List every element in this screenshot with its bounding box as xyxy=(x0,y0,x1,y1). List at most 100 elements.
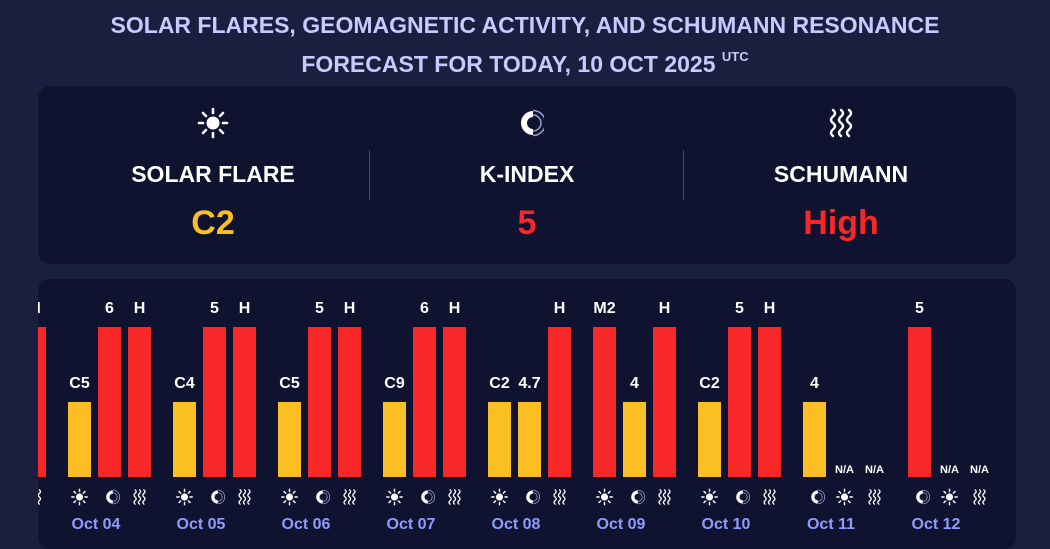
schumann-value: High xyxy=(803,204,879,242)
title-line-2: FORECAST FOR TODAY, 10 OCT 2025 UTC xyxy=(0,41,1050,80)
magnet-icon xyxy=(421,489,436,505)
sun-icon xyxy=(836,488,853,506)
bar-label: C2 xyxy=(699,375,720,392)
waves-icon xyxy=(678,106,1004,140)
waves-icon xyxy=(133,489,146,505)
bar-label-na: N/A xyxy=(940,464,959,476)
title-line-1: SOLAR FLARES, GEOMAGNETIC ACTIVITY, AND … xyxy=(110,12,940,38)
waves-icon xyxy=(763,489,776,505)
schumann-label: SCHUMANN xyxy=(773,161,909,187)
bar-label: 6 xyxy=(420,300,429,317)
bar-label-na: N/A xyxy=(865,464,884,476)
waves-icon xyxy=(38,489,42,505)
magnet-icon xyxy=(211,489,226,505)
bar-label: H xyxy=(659,300,671,317)
sun-icon xyxy=(176,488,193,506)
bar-sun-oct-09 xyxy=(593,327,616,477)
k-index-value: 5 xyxy=(517,204,537,242)
bar-label: H xyxy=(554,300,566,317)
bar-magnet-oct-11 xyxy=(803,402,826,477)
bar-magnet-oct-04 xyxy=(98,327,121,477)
bar-label: 4 xyxy=(630,375,639,392)
bar-label: 5 xyxy=(315,300,324,317)
date-label: Oct 12 xyxy=(912,516,961,533)
bar-label: 5 xyxy=(210,300,219,317)
bar-magnet-oct-07 xyxy=(413,327,436,477)
bar-waves-oct-04 xyxy=(128,327,151,477)
sun-icon xyxy=(701,488,718,506)
bar-magnet-oct-08 xyxy=(518,402,541,477)
bar-magnet-oct-12 xyxy=(908,327,931,477)
divider xyxy=(369,150,370,200)
sun-icon xyxy=(50,106,376,140)
forecast-chart: H C5 6 H Oct 04 C4 5 H Oct 05 C5 5 H Oct 06 C9 6 H Oct 0… xyxy=(38,279,1016,549)
k-index-summary: K-INDEX 5 xyxy=(364,86,690,264)
bar-label: H xyxy=(449,300,461,317)
solar-flare-value: C2 xyxy=(191,204,235,242)
bar-sun-oct-07 xyxy=(383,402,406,477)
bar-sun-oct-08 xyxy=(488,402,511,477)
bar-label: C5 xyxy=(279,375,300,392)
bar-label: M2 xyxy=(593,300,615,317)
magnet-icon xyxy=(364,106,690,140)
schumann-summary: SCHUMANN High xyxy=(678,86,1004,264)
bar-label: 4 xyxy=(810,375,819,392)
date-label: Oct 06 xyxy=(282,516,331,533)
bar-waves-oct-08 xyxy=(548,327,571,477)
bar-label-partial-previous: H xyxy=(38,300,41,317)
bar-magnet-oct-06 xyxy=(308,327,331,477)
bar-label: H xyxy=(344,300,356,317)
waves-icon xyxy=(658,489,671,505)
bar-label: 5 xyxy=(915,300,924,317)
waves-icon xyxy=(238,489,251,505)
bar-label: H xyxy=(239,300,251,317)
bar-label-na: N/A xyxy=(835,464,854,476)
sun-icon xyxy=(386,488,403,506)
waves-icon xyxy=(868,489,881,505)
waves-icon xyxy=(343,489,356,505)
bar-sun-oct-10 xyxy=(698,402,721,477)
magnet-icon xyxy=(916,489,931,505)
magnet-icon xyxy=(736,489,751,505)
sun-icon xyxy=(941,488,958,506)
date-label: Oct 10 xyxy=(702,516,751,533)
bar-label: C5 xyxy=(69,375,90,392)
magnet-icon xyxy=(316,489,331,505)
bar-label: 5 xyxy=(735,300,744,317)
bar-label: C4 xyxy=(174,375,195,392)
bar-partial-previous xyxy=(38,327,46,477)
bar-sun-oct-05 xyxy=(173,402,196,477)
bar-label: 6 xyxy=(105,300,114,317)
page-title: SOLAR FLARES, GEOMAGNETIC ACTIVITY, AND … xyxy=(0,10,1050,80)
bar-waves-oct-07 xyxy=(443,327,466,477)
bar-waves-oct-05 xyxy=(233,327,256,477)
sun-icon xyxy=(491,488,508,506)
bar-magnet-oct-05 xyxy=(203,327,226,477)
solar-flare-label: SOLAR FLARE xyxy=(131,161,295,187)
magnet-icon xyxy=(631,489,646,505)
bar-magnet-oct-10 xyxy=(728,327,751,477)
k-index-label: K-INDEX xyxy=(479,161,575,187)
date-label: Oct 05 xyxy=(177,516,226,533)
bar-label: C9 xyxy=(384,375,405,392)
bar-magnet-oct-09 xyxy=(623,402,646,477)
date-label: Oct 11 xyxy=(807,516,855,533)
bar-label: H xyxy=(134,300,146,317)
today-summary-panel: SOLAR FLARE C2 K-INDEX 5 SCHUMANN Hi xyxy=(38,86,1016,264)
bar-label: 4.7 xyxy=(518,375,540,392)
bar-sun-oct-06 xyxy=(278,402,301,477)
date-label: Oct 07 xyxy=(387,516,436,533)
magnet-icon xyxy=(106,489,121,505)
waves-icon xyxy=(448,489,461,505)
bar-label-na: N/A xyxy=(970,464,989,476)
date-label: Oct 09 xyxy=(597,516,646,533)
waves-icon xyxy=(973,489,986,505)
solar-flare-summary: SOLAR FLARE C2 xyxy=(50,86,376,264)
magnet-icon xyxy=(811,489,826,505)
magnet-icon xyxy=(526,489,541,505)
bar-sun-oct-04 xyxy=(68,402,91,477)
date-label: Oct 08 xyxy=(492,516,541,533)
divider xyxy=(683,150,684,200)
sun-icon xyxy=(281,488,298,506)
bar-waves-oct-06 xyxy=(338,327,361,477)
